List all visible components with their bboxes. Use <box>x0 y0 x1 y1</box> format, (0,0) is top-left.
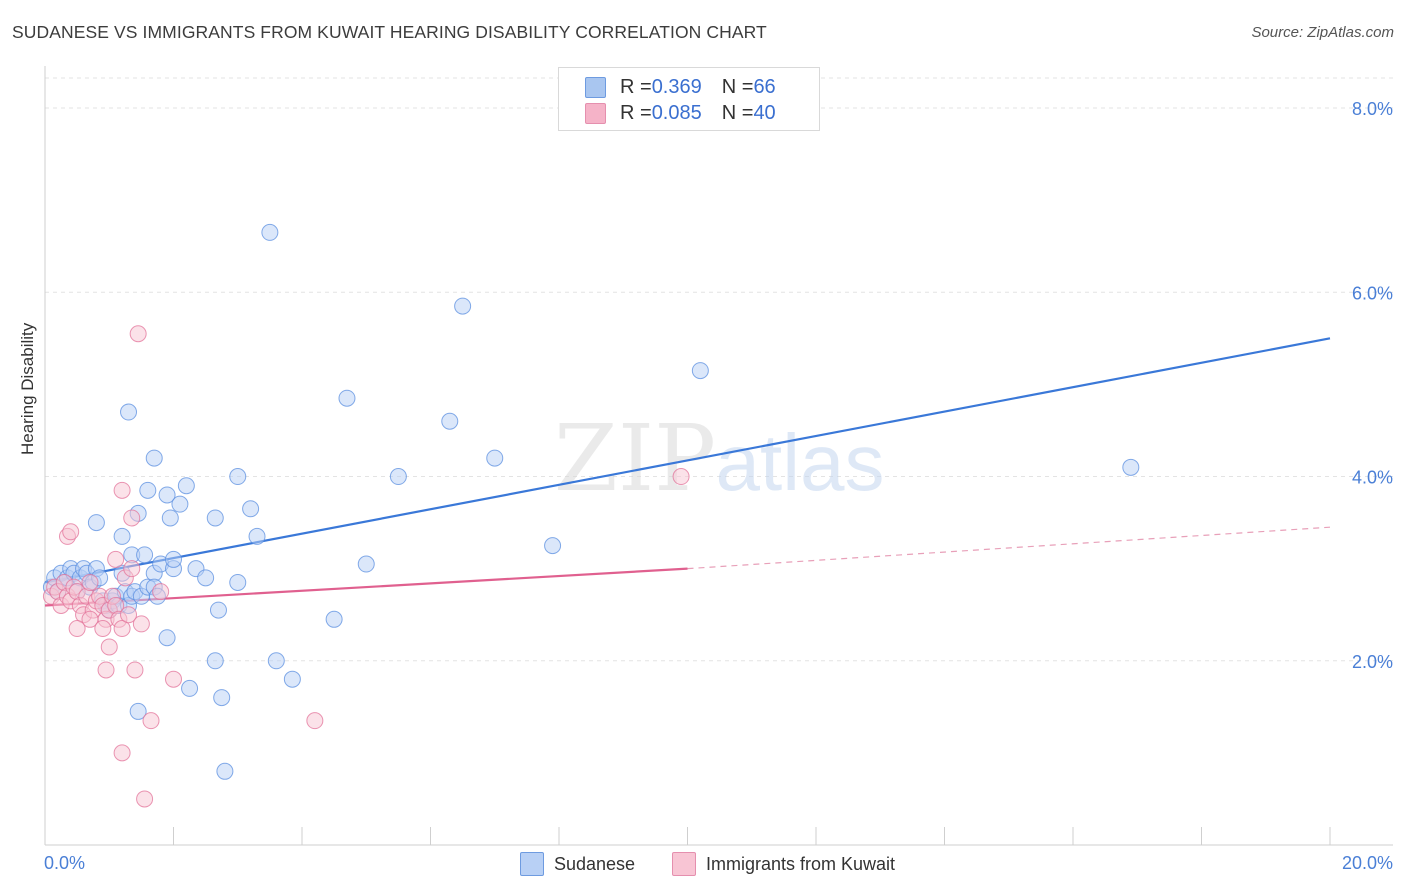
point-kuwait <box>107 550 125 568</box>
watermark-zip: ZIP <box>554 405 716 512</box>
legend-swatch-sudanese <box>585 76 606 98</box>
point-sudanese <box>181 679 199 697</box>
point-sudanese <box>139 481 157 499</box>
point-sudanese <box>389 468 407 486</box>
y-axis-label: Hearing Disability <box>18 322 37 455</box>
point-sudanese <box>120 403 138 421</box>
legend-swatch-sudanese <box>520 852 544 876</box>
point-sudanese <box>129 702 147 720</box>
point-sudanese <box>161 509 179 527</box>
point-sudanese <box>197 569 215 587</box>
point-kuwait <box>113 620 131 638</box>
point-sudanese <box>454 297 472 315</box>
point-sudanese <box>145 449 163 467</box>
point-kuwait <box>97 661 115 679</box>
y-tick-label: 8.0% <box>1352 99 1393 119</box>
n-value: 66 <box>753 75 776 98</box>
point-sudanese <box>206 652 224 670</box>
point-sudanese <box>486 449 504 467</box>
source-label: Source: ZipAtlas.com <box>1251 24 1394 41</box>
legend-item-kuwait: Immigrants from Kuwait <box>672 852 895 876</box>
point-kuwait <box>81 610 99 628</box>
correlation-legend: R = 0.369 N = 66 R = 0.085 N = 40 <box>558 67 820 131</box>
trend-line-sudanese <box>44 337 1331 584</box>
point-sudanese <box>248 527 266 545</box>
point-sudanese <box>216 762 234 780</box>
point-sudanese <box>441 412 459 430</box>
point-kuwait <box>672 468 690 486</box>
point-sudanese <box>229 468 247 486</box>
x-tick-label-max: 20.0% <box>1342 853 1393 873</box>
chart-title: SUDANESE VS IMMIGRANTS FROM KUWAIT HEARI… <box>12 22 767 42</box>
point-kuwait <box>129 325 147 343</box>
y-tick-label: 2.0% <box>1352 652 1393 672</box>
point-sudanese <box>177 477 195 495</box>
point-sudanese <box>283 670 301 688</box>
legend-label-sudanese: Sudanese <box>554 853 636 874</box>
tick-labels: 2.0% 4.0% 6.0% 8.0% 0.0% 20.0% <box>44 99 1393 873</box>
point-sudanese <box>229 573 247 591</box>
y-tick-label: 6.0% <box>1352 283 1393 303</box>
point-kuwait <box>136 790 154 808</box>
axes <box>44 66 1393 846</box>
point-sudanese <box>544 537 562 555</box>
point-kuwait <box>165 670 182 688</box>
legend-row-sudanese: R = 0.369 N = 66 <box>585 75 776 99</box>
legend-row-kuwait: R = 0.085 N = 40 <box>585 101 776 125</box>
point-sudanese <box>261 223 279 241</box>
point-kuwait <box>132 615 150 633</box>
point-sudanese <box>213 689 231 707</box>
data-points <box>42 223 1140 808</box>
watermark: ZIP atlas <box>554 405 885 512</box>
grid-lines <box>45 77 1393 662</box>
r-value: 0.369 <box>651 75 702 98</box>
y-tick-label: 4.0% <box>1352 468 1393 488</box>
point-sudanese <box>242 500 260 518</box>
point-sudanese <box>171 495 189 513</box>
point-kuwait <box>81 573 99 591</box>
point-kuwait <box>126 661 144 679</box>
point-kuwait <box>142 712 160 730</box>
trend-line-kuwait-extension <box>687 526 1331 570</box>
point-sudanese <box>206 509 224 527</box>
point-sudanese <box>165 550 182 568</box>
r-label: R = <box>620 101 652 124</box>
point-sudanese <box>209 601 227 619</box>
legend-swatch-kuwait <box>585 102 606 124</box>
point-kuwait <box>123 509 141 527</box>
point-sudanese <box>325 610 343 628</box>
point-sudanese <box>267 652 285 670</box>
point-kuwait <box>306 712 324 730</box>
legend-item-sudanese: Sudanese <box>520 852 635 876</box>
point-sudanese <box>338 389 356 407</box>
point-sudanese <box>158 629 176 647</box>
r-value: 0.085 <box>651 101 702 124</box>
point-kuwait <box>100 638 118 656</box>
point-sudanese <box>136 546 154 564</box>
point-kuwait <box>94 620 112 638</box>
n-label: N = <box>721 101 754 124</box>
point-kuwait <box>68 620 86 638</box>
watermark-atlas: atlas <box>716 418 885 507</box>
point-kuwait <box>152 583 170 601</box>
legend-label-kuwait: Immigrants from Kuwait <box>706 853 896 874</box>
point-kuwait <box>113 481 131 499</box>
legend-swatch-kuwait <box>672 852 696 876</box>
n-value: 40 <box>753 101 776 124</box>
point-sudanese <box>357 555 375 573</box>
point-sudanese <box>158 486 176 504</box>
point-kuwait <box>123 560 141 578</box>
r-label: R = <box>620 75 652 98</box>
point-kuwait <box>113 744 131 762</box>
point-sudanese <box>87 514 105 532</box>
point-sudanese <box>1122 458 1140 476</box>
point-kuwait <box>62 523 80 541</box>
point-sudanese <box>113 527 131 545</box>
n-label: N = <box>721 75 754 98</box>
point-sudanese <box>691 362 709 380</box>
point-kuwait <box>120 606 138 624</box>
x-tick-label-min: 0.0% <box>44 853 85 873</box>
